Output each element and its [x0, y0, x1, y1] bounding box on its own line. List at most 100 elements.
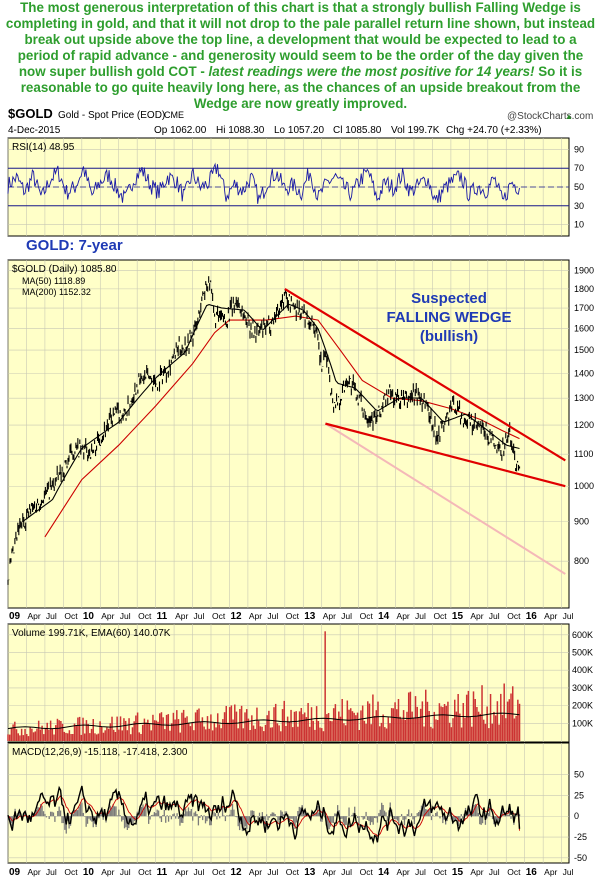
- macd-x-label-14: Jul: [267, 867, 278, 877]
- ma50-line: [22, 303, 520, 523]
- price-x-label-13: Apr: [249, 611, 262, 621]
- price-x-label-25: Apr: [470, 611, 483, 621]
- macd-chart: -50 -25 0 25 50: [7, 770, 587, 863]
- price-x-label-24: 15: [452, 611, 464, 622]
- price-x-label-7: Oct: [138, 611, 152, 621]
- price-chart: 800 900 1000 1100 1200 1300 1400 1500 1600 1700 18…: [7, 266, 594, 585]
- price-x-label-3: Oct: [64, 611, 78, 621]
- macd-tick--50: -50: [574, 853, 587, 863]
- macd-x-label-28: 16: [526, 867, 538, 878]
- price-x-label-10: Jul: [194, 611, 205, 621]
- vol-tick-100K: 100K: [572, 718, 593, 728]
- macd-x-label-25: Apr: [470, 867, 483, 877]
- macd-x-label-15: Oct: [286, 867, 300, 877]
- wedge-annotation-line-1: FALLING WEDGE: [387, 309, 512, 326]
- price-tick-900: 900: [574, 517, 589, 527]
- macd-x-label-8: 11: [157, 867, 168, 878]
- macd-panel: [7, 742, 570, 864]
- quote-date: 4-Dec-2015: [8, 125, 61, 136]
- vol-tick-200K: 200K: [572, 701, 593, 711]
- price-x-label-0: 09: [9, 611, 21, 622]
- vol-tick-600K: 600K: [572, 630, 593, 640]
- macd-x-label-21: Apr: [397, 867, 410, 877]
- legend-gold: $GOLD (Daily) 1085.80: [12, 264, 117, 275]
- rsi-tick-10: 10: [574, 220, 584, 230]
- vol-tick-500K: 500K: [572, 648, 593, 658]
- price-x-label-5: Apr: [101, 611, 114, 621]
- wedge-annotation-line-0: Suspected: [411, 290, 487, 307]
- macd-tick-25: 25: [574, 790, 584, 800]
- macd-x-label-5: Apr: [101, 867, 114, 877]
- macd-x-label-0: 09: [9, 867, 21, 878]
- stockcharts-watermark: @StockCharts.com: [507, 111, 593, 122]
- volume-value: Vol 199.7K: [391, 125, 440, 136]
- rsi-tick-30: 30: [574, 201, 584, 211]
- price-tick-1000: 1000: [574, 481, 594, 491]
- price-x-label-17: Apr: [323, 611, 336, 621]
- gold-7-year-label: GOLD: 7-year: [26, 237, 123, 254]
- rsi-tick-70: 70: [574, 163, 584, 173]
- macd-x-label-20: 14: [378, 867, 390, 878]
- price-x-label-22: Jul: [415, 611, 426, 621]
- price-x-label-9: Apr: [175, 611, 188, 621]
- price-tick-1300: 1300: [574, 393, 594, 403]
- rsi-title: RSI(14) 48.95: [12, 142, 75, 153]
- exchange-label: CME: [164, 110, 184, 120]
- change-value: Chg +24.70 (+2.33%): [446, 125, 542, 136]
- price-x-label-8: 11: [157, 611, 168, 622]
- volume-chart: 100K 200K 300K 400K 500K 600K: [7, 630, 593, 741]
- price-x-label-14: Jul: [267, 611, 278, 621]
- symbol-title: $GOLD: [8, 106, 53, 121]
- up-arrow-icon: ▲: [565, 112, 573, 121]
- macd-tick-50: 50: [574, 770, 584, 780]
- vol-tick-400K: 400K: [572, 665, 593, 675]
- macd-x-label-3: Oct: [64, 867, 78, 877]
- macd-title: MACD(12,26,9) -15.118, -17.418, 2.300: [12, 747, 188, 758]
- macd-x-label-7: Oct: [138, 867, 152, 877]
- price-tick-1700: 1700: [574, 303, 594, 313]
- high-value: Hi 1088.30: [216, 125, 265, 136]
- macd-x-label-30: Jul: [563, 867, 574, 877]
- volume-title: Volume 199.71K, EMA(60) 140.07K: [12, 628, 171, 639]
- macd-x-label-13: Apr: [249, 867, 262, 877]
- macd-x-label-10: Jul: [194, 867, 205, 877]
- macd-x-label-11: Oct: [212, 867, 226, 877]
- macd-x-label-17: Apr: [323, 867, 336, 877]
- macd-x-label-1: Apr: [27, 867, 40, 877]
- price-x-label-28: 16: [526, 611, 538, 622]
- rsi-tick-50: 50: [574, 182, 584, 192]
- price-x-label-6: Jul: [120, 611, 131, 621]
- wedge-bottom-line: [325, 422, 566, 488]
- price-tick-1100: 1100: [574, 449, 593, 459]
- rsi-line: [7, 162, 520, 204]
- macd-x-label-12: 12: [230, 867, 242, 878]
- macd-x-label-26: Jul: [489, 867, 500, 877]
- price-x-label-20: 14: [378, 611, 390, 622]
- macd-x-label-19: Oct: [360, 867, 374, 877]
- price-x-label-23: Oct: [433, 611, 447, 621]
- macd-x-label-24: 15: [452, 867, 464, 878]
- price-x-label-30: Jul: [563, 611, 574, 621]
- low-value: Lo 1057.20: [274, 125, 324, 136]
- return-line: [324, 422, 566, 575]
- macd-x-label-6: Jul: [120, 867, 131, 877]
- rsi-indicator: 10 30 50 70 90: [7, 144, 584, 230]
- vol-tick-300K: 300K: [572, 683, 593, 693]
- price-tick-1800: 1800: [574, 284, 594, 294]
- instrument-name: Gold - Spot Price (EOD): [58, 110, 165, 121]
- macd-tick--25: -25: [574, 832, 587, 842]
- macd-x-label-2: Jul: [46, 867, 57, 877]
- legend-ma50: MA(50) 1118.89: [22, 276, 85, 286]
- open-value: Op 1062.00: [154, 125, 207, 136]
- price-tick-1500: 1500: [574, 345, 594, 355]
- macd-x-label-16: 13: [304, 867, 316, 878]
- price-x-label-18: Jul: [341, 611, 352, 621]
- price-x-label-12: 12: [230, 611, 242, 622]
- axis-labels: 09 Apr Jul Oct 10 Apr Jul Oct 11 Apr Jul Oct 12 Apr Ju…: [9, 611, 574, 878]
- price-x-label-21: Apr: [397, 611, 410, 621]
- close-value: Cl 1085.80: [333, 125, 382, 136]
- price-x-label-11: Oct: [212, 611, 226, 621]
- price-tick-1600: 1600: [574, 323, 594, 333]
- annotation-part-1: The most generous interpretation of this…: [5, 0, 596, 79]
